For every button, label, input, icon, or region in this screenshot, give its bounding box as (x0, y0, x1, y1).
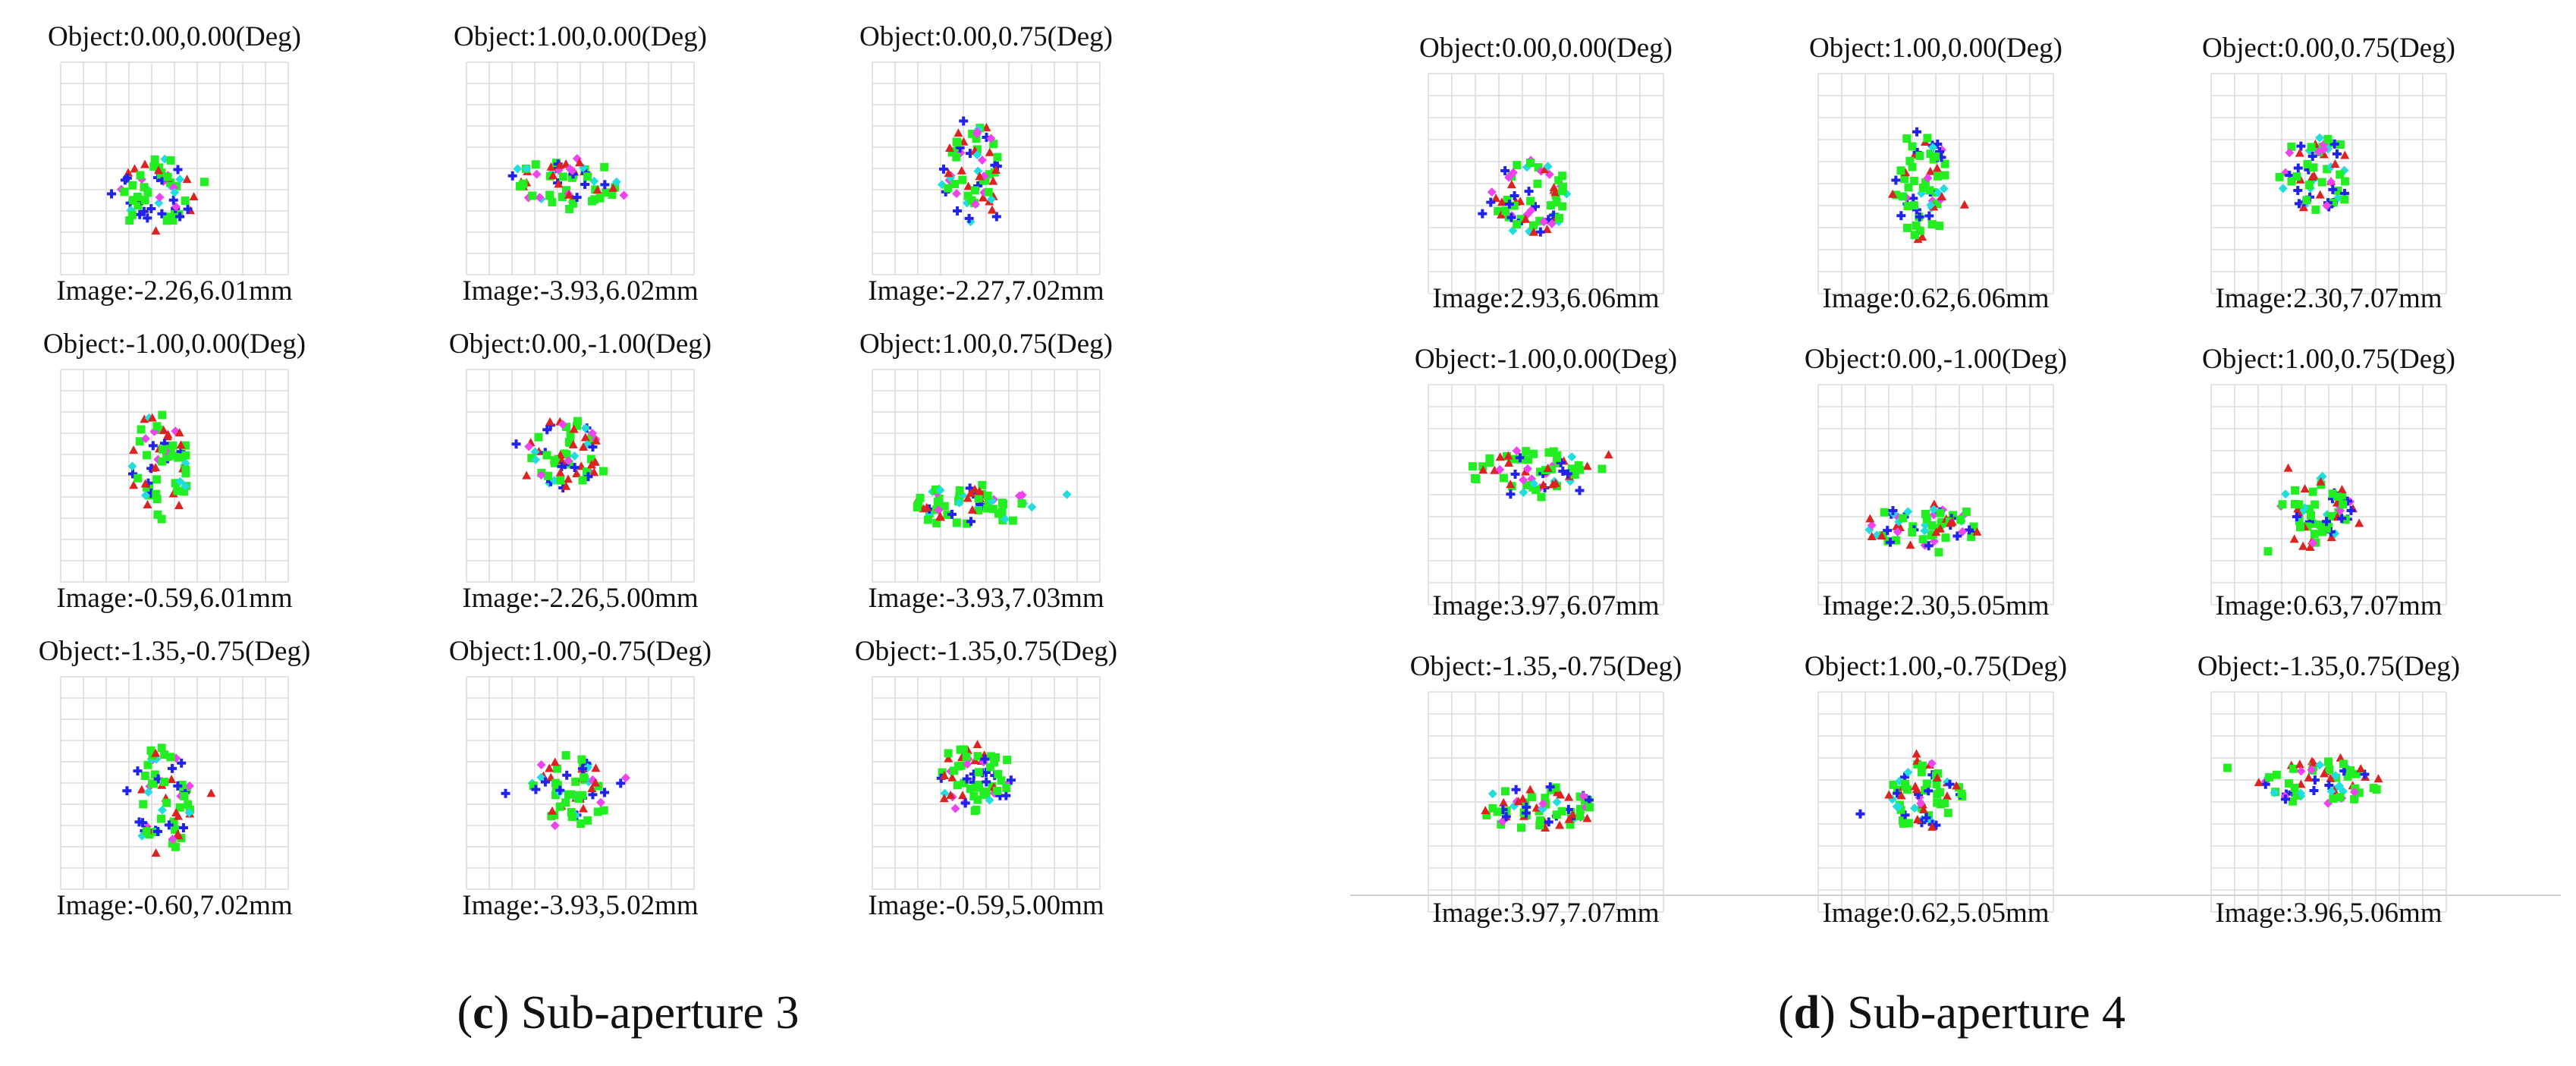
spot-markers (107, 154, 209, 235)
caption-paren-open: ( (1778, 987, 1794, 1039)
image-position-label: Image:-0.59,5.00mm (868, 890, 1104, 921)
image-position-label: Image:-3.93,5.02mm (462, 890, 699, 921)
spot-markers (1478, 156, 1572, 237)
image-position-label: Image:3.96,5.06mm (2215, 898, 2442, 929)
spot-grid (872, 61, 1101, 275)
spot-markers (2263, 463, 2364, 556)
spot-cell: Object:0.00,-1.00(Deg) Image:2.30,5.05mm (1805, 344, 2067, 621)
spot-cell: Object:-1.35,-0.75(Deg) Image:-0.60,7.02m… (39, 636, 311, 921)
object-field-label: Object:-1.00,0.00(Deg) (1415, 344, 1677, 375)
spot-cell: Object:-1.00,0.00(Deg) Image:3.97,6.07mm (1415, 344, 1677, 621)
spot-cell: Object:0.00,0.00(Deg) Image:-2.26,6.01mm (48, 21, 301, 307)
spot-markers (501, 750, 630, 831)
spot-markers (1855, 749, 1967, 831)
panel-caption: (d) Sub-aperture 4 (1778, 987, 2125, 1039)
caption-paren-open: ( (457, 987, 473, 1039)
spot-cell: Object:1.00,0.00(Deg) Image:0.62,6.06mm (1809, 33, 2062, 314)
spot-markers (1468, 446, 1613, 502)
spot-cell: Object:-1.35,-0.75(Deg) Image:3.97,7.07mm (1410, 651, 1682, 929)
image-position-label: Image:-2.26,5.00mm (462, 583, 699, 614)
image-position-label: Image:2.30,7.07mm (2215, 283, 2442, 314)
spot-markers (2275, 133, 2350, 214)
spot-grid (1428, 73, 1664, 294)
object-field-label: Object:1.00,-0.75(Deg) (449, 636, 712, 667)
spot-cell: Object:1.00,0.75(Deg) Image:0.63,7.07mm (2202, 344, 2455, 621)
object-field-label: Object:0.00,0.00(Deg) (1419, 33, 1673, 64)
spot-cell: Object:-1.00,0.00(Deg) Image:-0.59,6.01mm (43, 329, 306, 614)
spot-markers (507, 154, 629, 213)
spot-grid (1817, 691, 2054, 913)
spot-cell: Object:0.00,0.75(Deg) Image:-2.27,7.02mm (859, 21, 1113, 307)
image-position-label: Image:2.93,6.06mm (1432, 283, 1659, 314)
image-position-label: Image:-3.93,6.02mm (462, 275, 699, 307)
spot-grid (1817, 384, 2054, 605)
image-position-label: Image:-2.26,6.01mm (56, 275, 293, 307)
image-position-label: Image:0.63,7.07mm (2215, 590, 2442, 621)
object-field-label: Object:0.00,-1.00(Deg) (449, 329, 712, 360)
image-position-label: Image:2.30,5.05mm (1822, 590, 2049, 621)
panel-caption: (c) Sub-aperture 3 (457, 987, 799, 1039)
spot-cell: Object:1.00,0.00(Deg) Image:-3.93,6.02mm (454, 21, 707, 307)
object-field-label: Object:-1.35,-0.75(Deg) (1410, 651, 1682, 682)
spot-markers (1481, 782, 1594, 832)
object-field-label: Object:1.00,0.75(Deg) (859, 329, 1113, 360)
panel-c: Object:0.00,0.00(Deg)Image:-2.26,6.01mmO… (39, 21, 1117, 1039)
object-field-label: Object:-1.35,0.75(Deg) (2197, 651, 2460, 682)
object-field-label: Object:-1.00,0.00(Deg) (43, 329, 306, 360)
caption-paren-close: ) (1820, 987, 1847, 1039)
spot-cell: Object:1.00,0.75(Deg) Image:-3.93,7.03mm (859, 329, 1113, 614)
object-field-label: Object:1.00,0.75(Deg) (2202, 344, 2455, 375)
caption-text: Sub-aperture 3 (521, 987, 800, 1039)
spot-grid (2210, 384, 2447, 605)
caption-letter: d (1794, 987, 1820, 1039)
object-field-label: Object:1.00,0.00(Deg) (454, 21, 707, 52)
caption-text: Sub-aperture 4 (1847, 987, 2125, 1039)
spot-grid (60, 369, 289, 583)
object-field-label: Object:0.00,0.75(Deg) (2202, 33, 2455, 64)
image-position-label: Image:0.62,5.05mm (1822, 898, 2049, 929)
spot-grid (2210, 691, 2447, 913)
panel-d: Object:0.00,0.00(Deg)Image:2.93,6.06mmOb… (1410, 33, 2460, 1039)
image-position-label: Image:-0.60,7.02mm (56, 890, 293, 921)
image-position-label: Image:-0.59,6.01mm (56, 583, 293, 614)
object-field-label: Object:-1.35,-0.75(Deg) (39, 636, 311, 667)
object-field-label: Object:0.00,0.00(Deg) (48, 21, 301, 52)
object-field-label: Object:0.00,0.75(Deg) (859, 21, 1113, 52)
spot-markers (913, 480, 1072, 528)
caption-letter: c (473, 987, 494, 1039)
object-field-label: Object:1.00,0.00(Deg) (1809, 33, 2062, 64)
spot-markers (937, 116, 1002, 227)
image-position-label: Image:3.97,7.07mm (1432, 898, 1659, 929)
spot-grid (1817, 73, 2054, 294)
image-position-label: Image:-2.27,7.02mm (868, 275, 1104, 307)
object-field-label: Object:0.00,-1.00(Deg) (1805, 344, 2067, 375)
image-position-label: Image:3.97,6.07mm (1432, 590, 1659, 621)
image-position-label: Image:0.62,6.06mm (1822, 283, 2049, 314)
spot-markers (2223, 753, 2383, 808)
image-position-label: Image:-3.93,7.03mm (868, 583, 1104, 614)
object-field-label: Object:-1.35,0.75(Deg) (855, 636, 1117, 667)
spot-grid (1428, 691, 1664, 913)
spot-markers (936, 740, 1016, 816)
spot-cell: Object:1.00,-0.75(Deg) Image:-3.93,5.02mm (449, 636, 712, 921)
spot-cell: Object:1.00,-0.75(Deg) Image:0.62,5.05mm (1805, 651, 2067, 929)
spot-markers (511, 417, 608, 493)
spot-grid (1428, 384, 1664, 605)
spot-cell: Object:0.00,0.75(Deg) Image:2.30,7.07mm (2202, 33, 2455, 314)
spot-cell: Object:0.00,0.00(Deg) Image:2.93,6.06mm (1419, 33, 1673, 314)
spot-markers (1864, 499, 1982, 557)
spot-cell: Object:-1.35,0.75(Deg) Image:-0.59,5.00mm (855, 636, 1117, 921)
spot-markers (122, 744, 216, 857)
spot-markers (1888, 127, 1969, 244)
caption-paren-close: ) (494, 987, 521, 1039)
spot-markers (127, 410, 191, 524)
object-field-label: Object:1.00,-0.75(Deg) (1805, 651, 2067, 682)
spot-cell: Object:0.00,-1.00(Deg) Image:-2.26,5.00mm (449, 329, 712, 614)
spot-grid (872, 369, 1101, 583)
spot-grid (466, 676, 695, 890)
spot-cell: Object:-1.35,0.75(Deg) Image:3.96,5.06mm (2197, 651, 2460, 929)
